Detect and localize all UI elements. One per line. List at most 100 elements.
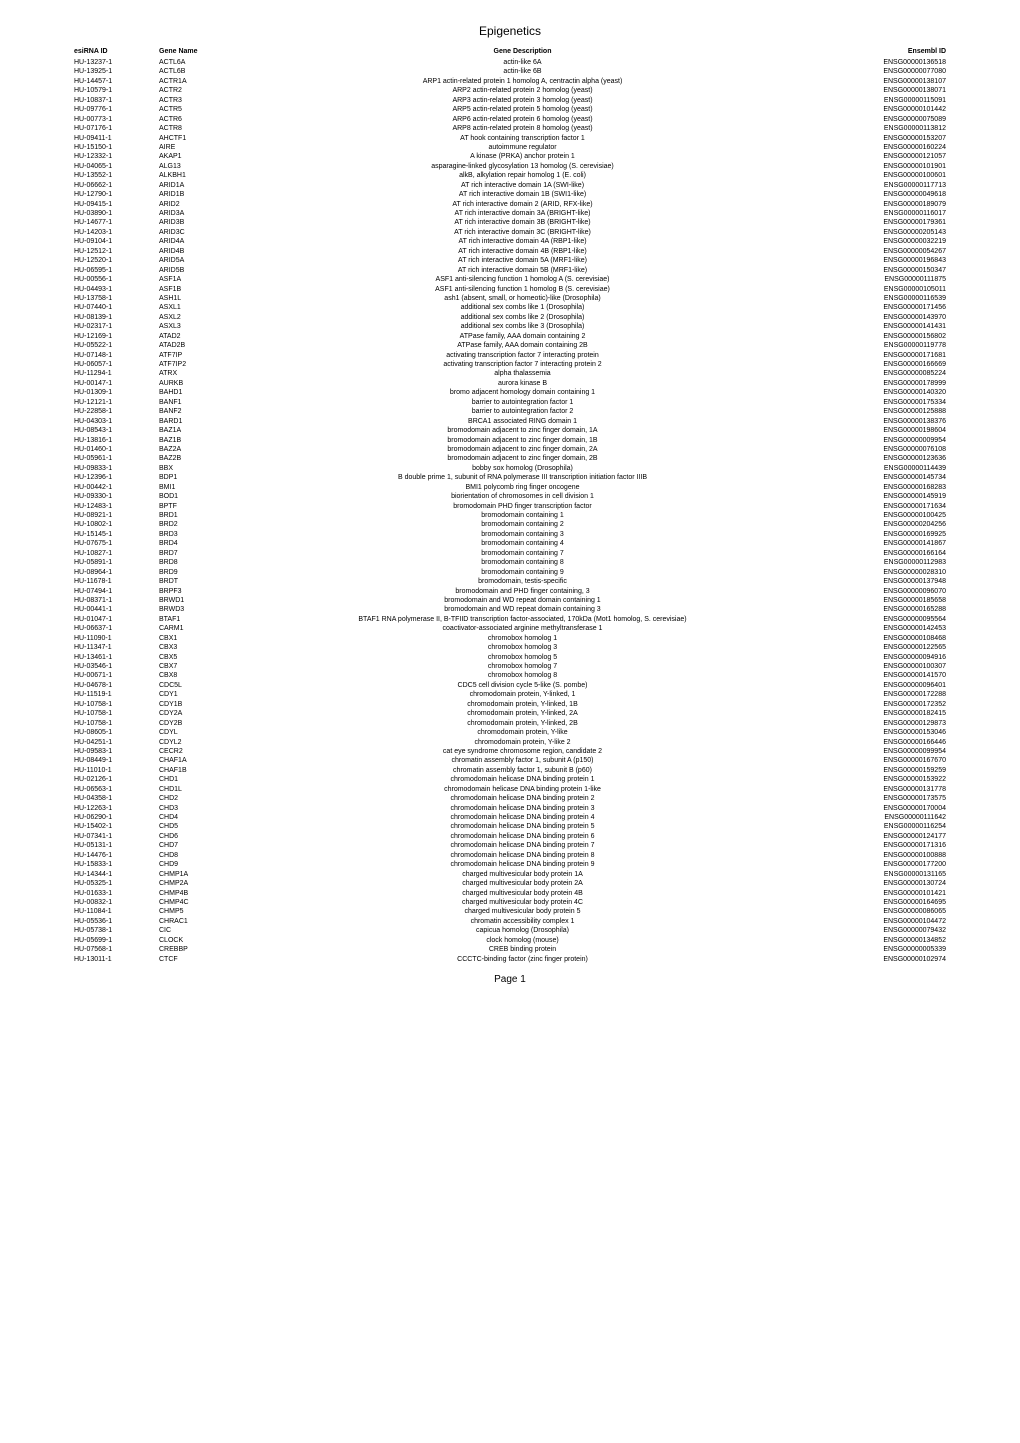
cell-gene: BMI1 — [155, 483, 230, 492]
table-row: HU-11294-1ATRXalpha thalassemiaENSG00000… — [70, 369, 950, 378]
table-row: HU-04678-1CDC5LCDC5 cell division cycle … — [70, 681, 950, 690]
cell-ensembl: ENSG00000075089 — [815, 115, 950, 124]
cell-esirna: HU-07675-1 — [70, 539, 155, 548]
cell-gene: ARID1A — [155, 181, 230, 190]
cell-esirna: HU-13237-1 — [70, 58, 155, 67]
cell-esirna: HU-07568-1 — [70, 945, 155, 954]
cell-esirna: HU-14457-1 — [70, 77, 155, 86]
cell-esirna: HU-01047-1 — [70, 615, 155, 624]
cell-gene: BBX — [155, 464, 230, 473]
cell-esirna: HU-08449-1 — [70, 756, 155, 765]
cell-gene: CHD8 — [155, 851, 230, 860]
table-row: HU-13237-1ACTL6Aactin-like 6AENSG0000013… — [70, 58, 950, 67]
cell-gene: ARID5B — [155, 266, 230, 275]
cell-gene: ASXL1 — [155, 303, 230, 312]
cell-gene: ATAD2B — [155, 341, 230, 350]
cell-esirna: HU-03546-1 — [70, 662, 155, 671]
cell-ensembl: ENSG00000099954 — [815, 747, 950, 756]
cell-gene: CHAF1A — [155, 756, 230, 765]
cell-esirna: HU-11090-1 — [70, 634, 155, 643]
cell-desc: chromodomain helicase DNA binding protei… — [230, 813, 815, 822]
cell-desc: AT rich interactive domain 5B (MRF1-like… — [230, 266, 815, 275]
cell-ensembl: ENSG00000166164 — [815, 549, 950, 558]
cell-esirna: HU-08605-1 — [70, 728, 155, 737]
cell-esirna: HU-13461-1 — [70, 653, 155, 662]
cell-esirna: HU-15150-1 — [70, 143, 155, 152]
cell-esirna: HU-08371-1 — [70, 596, 155, 605]
table-row: HU-15402-1CHD5chromodomain helicase DNA … — [70, 822, 950, 831]
table-row: HU-14344-1CHMP1Acharged multivesicular b… — [70, 870, 950, 879]
cell-gene: CHD4 — [155, 813, 230, 822]
cell-ensembl: ENSG00000164695 — [815, 898, 950, 907]
cell-esirna: HU-14344-1 — [70, 870, 155, 879]
cell-desc: ASF1 anti-silencing function 1 homolog A… — [230, 275, 815, 284]
cell-ensembl: ENSG00000138107 — [815, 77, 950, 86]
cell-desc: capicua homolog (Drosophila) — [230, 926, 815, 935]
cell-ensembl: ENSG00000153207 — [815, 134, 950, 143]
cell-esirna: HU-10827-1 — [70, 549, 155, 558]
cell-gene: BRD1 — [155, 511, 230, 520]
cell-gene: ACTR8 — [155, 124, 230, 133]
cell-ensembl: ENSG00000005339 — [815, 945, 950, 954]
cell-gene: BANF2 — [155, 407, 230, 416]
table-row: HU-10758-1CDY2Bchromodomain protein, Y-l… — [70, 719, 950, 728]
cell-ensembl: ENSG00000173575 — [815, 794, 950, 803]
cell-desc: additional sex combs like 3 (Drosophila) — [230, 322, 815, 331]
cell-desc: aurora kinase B — [230, 379, 815, 388]
cell-gene: ASH1L — [155, 294, 230, 303]
table-row: HU-05961-1BAZ2Bbromodomain adjacent to z… — [70, 454, 950, 463]
cell-desc: bromodomain containing 9 — [230, 568, 815, 577]
cell-gene: CREBBP — [155, 945, 230, 954]
cell-ensembl: ENSG00000179361 — [815, 218, 950, 227]
cell-gene: CHMP4C — [155, 898, 230, 907]
cell-desc: chromodomain helicase DNA binding protei… — [230, 860, 815, 869]
cell-esirna: HU-15145-1 — [70, 530, 155, 539]
cell-esirna: HU-05961-1 — [70, 454, 155, 463]
cell-gene: BAZ2A — [155, 445, 230, 454]
cell-esirna: HU-07176-1 — [70, 124, 155, 133]
cell-ensembl: ENSG00000129873 — [815, 719, 950, 728]
cell-desc: BMI1 polycomb ring finger oncogene — [230, 483, 815, 492]
cell-desc: bromodomain containing 4 — [230, 539, 815, 548]
cell-esirna: HU-05536-1 — [70, 917, 155, 926]
cell-esirna: HU-04678-1 — [70, 681, 155, 690]
cell-desc: chromatin accessibility complex 1 — [230, 917, 815, 926]
cell-desc: chromodomain helicase DNA binding protei… — [230, 822, 815, 831]
cell-gene: BRWD1 — [155, 596, 230, 605]
table-row: HU-05325-1CHMP2Acharged multivesicular b… — [70, 879, 950, 888]
cell-esirna: HU-13552-1 — [70, 171, 155, 180]
cell-esirna: HU-10758-1 — [70, 719, 155, 728]
cell-ensembl: ENSG00000177200 — [815, 860, 950, 869]
table-row: HU-15833-1CHD9chromodomain helicase DNA … — [70, 860, 950, 869]
table-row: HU-12169-1ATAD2ATPase family, AAA domain… — [70, 332, 950, 341]
cell-gene: CLOCK — [155, 936, 230, 945]
cell-esirna: HU-12121-1 — [70, 398, 155, 407]
table-row: HU-07176-1ACTR8ARP8 actin-related protei… — [70, 124, 950, 133]
cell-gene: ARID5A — [155, 256, 230, 265]
cell-gene: ARID3A — [155, 209, 230, 218]
cell-esirna: HU-06637-1 — [70, 624, 155, 633]
cell-desc: ARP8 actin-related protein 8 homolog (ye… — [230, 124, 815, 133]
cell-gene: ACTR5 — [155, 105, 230, 114]
cell-ensembl: ENSG00000113812 — [815, 124, 950, 133]
cell-desc: A kinase (PRKA) anchor protein 1 — [230, 152, 815, 161]
cell-esirna: HU-06595-1 — [70, 266, 155, 275]
cell-esirna: HU-05522-1 — [70, 341, 155, 350]
table-row: HU-07675-1BRD4bromodomain containing 4EN… — [70, 539, 950, 548]
cell-ensembl: ENSG00000167670 — [815, 756, 950, 765]
cell-gene: ARID4B — [155, 247, 230, 256]
cell-ensembl: ENSG00000116254 — [815, 822, 950, 831]
cell-gene: ACTR6 — [155, 115, 230, 124]
table-row: HU-08139-1ASXL2additional sex combs like… — [70, 313, 950, 322]
cell-desc: alkB, alkylation repair homolog 1 (E. co… — [230, 171, 815, 180]
table-row: HU-00773-1ACTR6ARP6 actin-related protei… — [70, 115, 950, 124]
cell-desc: barrier to autointegration factor 1 — [230, 398, 815, 407]
cell-desc: bromodomain and PHD finger containing, 3 — [230, 587, 815, 596]
cell-esirna: HU-05738-1 — [70, 926, 155, 935]
cell-gene: CBX7 — [155, 662, 230, 671]
cell-esirna: HU-12169-1 — [70, 332, 155, 341]
cell-esirna: HU-14203-1 — [70, 228, 155, 237]
table-row: HU-00441-1BRWD3bromodomain and WD repeat… — [70, 605, 950, 614]
cell-ensembl: ENSG00000105011 — [815, 285, 950, 294]
cell-gene: BAHD1 — [155, 388, 230, 397]
